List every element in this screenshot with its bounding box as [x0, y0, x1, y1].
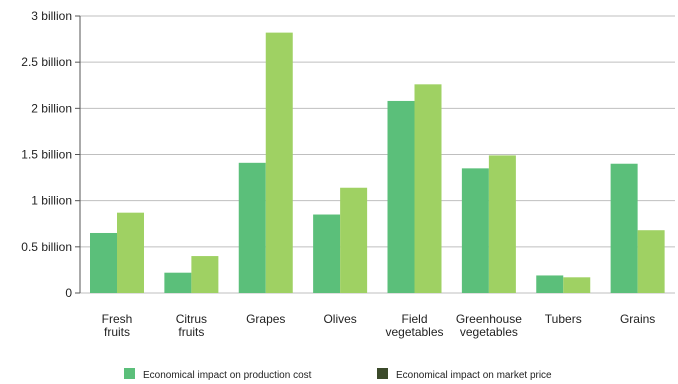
bar-market-price — [414, 84, 442, 294]
bar-market-price — [488, 155, 516, 293]
bar-production-cost — [313, 214, 341, 293]
bar-production-cost — [536, 275, 564, 293]
bar-market-price — [637, 230, 665, 293]
legend-swatch-production-cost — [124, 368, 135, 379]
x-category-label: Greenhouse vegetables — [456, 312, 522, 339]
bar-market-price — [265, 32, 293, 294]
bar-production-cost — [164, 272, 192, 293]
y-tick-label: 0 — [65, 286, 72, 300]
legend: Economical impact on production cost Eco… — [124, 368, 552, 381]
bar-production-cost — [461, 168, 489, 293]
grid-lines — [80, 15, 675, 294]
x-category-label: Grapes — [246, 312, 285, 326]
x-category-label: Grains — [620, 312, 655, 326]
y-axis: 0 0.5 billion 1 billion 1.5 billion 2 billio… — [21, 9, 81, 300]
y-tick-label: 3 billion — [31, 9, 72, 23]
legend-label-market-price: Economical impact on market price — [396, 370, 552, 381]
bar-production-cost — [610, 163, 638, 293]
x-category-label: Fresh fruits — [102, 312, 133, 339]
bar-production-cost — [90, 232, 117, 293]
x-category-label: Citrus fruits — [176, 312, 207, 339]
legend-swatch-market-price — [377, 368, 388, 379]
x-category-label: Olives — [323, 312, 356, 326]
y-tick-label: 0.5 billion — [21, 240, 72, 254]
y-tick-label: 1 billion — [31, 194, 72, 208]
y-tick-label: 2 billion — [31, 101, 72, 115]
bar-market-price — [563, 277, 591, 293]
bar-market-price — [340, 187, 368, 293]
x-category-label: Tubers — [545, 312, 582, 326]
x-axis-labels: Fresh fruits Citrus fruits Grapes Olives Field… — [102, 312, 656, 339]
bar-market-price — [191, 256, 219, 293]
bars — [90, 32, 665, 294]
x-category-label: Field vegetables — [385, 312, 443, 339]
y-tick-label: 1.5 billion — [21, 148, 72, 162]
legend-label-production-cost: Economical impact on production cost — [143, 370, 312, 381]
y-tick-label: 2.5 billion — [21, 55, 72, 69]
bar-production-cost — [238, 162, 266, 293]
bar-market-price — [117, 212, 144, 293]
bar-production-cost — [387, 100, 415, 294]
